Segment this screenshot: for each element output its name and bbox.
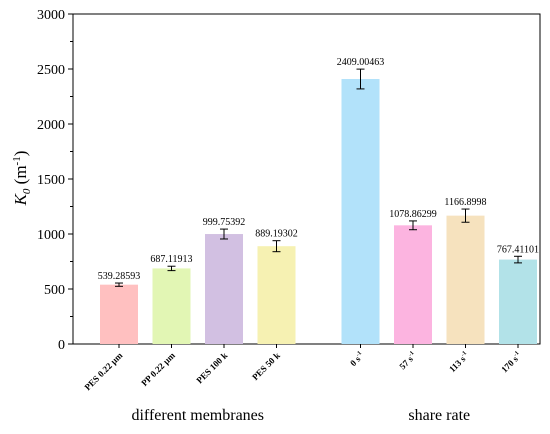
y-tick-label: 3000 [37, 8, 65, 23]
data-label: 1166.8998 [444, 197, 486, 208]
data-label: 539.28593 [98, 271, 141, 282]
data-label: 2409.00463 [337, 57, 385, 68]
bar [100, 284, 138, 344]
bar [499, 259, 537, 344]
data-label: 1078.86299 [389, 209, 437, 220]
bar [152, 268, 191, 344]
data-label: 687.11913 [150, 254, 192, 265]
x-tick-label: PES 100 k [194, 350, 229, 385]
y-tick-label: 2500 [37, 63, 65, 78]
y-tick-label: 0 [58, 338, 65, 353]
x-tick-label: 0 s-1 [348, 350, 366, 368]
x-tick-label: 170 s-1 [499, 350, 523, 374]
bar [257, 246, 296, 344]
bar [394, 225, 432, 344]
y-tick-label: 1500 [37, 173, 65, 188]
y-tick-label: 2000 [37, 118, 65, 133]
y-tick-label: 1000 [37, 228, 65, 243]
bar [205, 234, 243, 344]
data-label: 767.41101 [497, 244, 539, 255]
bar [341, 79, 380, 344]
y-tick-label: 500 [44, 283, 65, 298]
x-tick-label: PP 0.22 μm [139, 350, 177, 388]
x-tick-label: PES 50 k [250, 350, 282, 382]
group-label: different membranes [131, 407, 264, 424]
bar [446, 215, 485, 344]
y-axis-title: K0 (m-1) [11, 151, 33, 207]
x-tick-label: 113 s-1 [447, 350, 471, 374]
group-label: share rate [408, 407, 470, 424]
data-label: 889.19302 [255, 229, 298, 240]
x-tick-label: PES 0.22 μm [82, 350, 124, 392]
x-tick-label: 57 s-1 [397, 350, 418, 371]
data-label: 999.75392 [203, 217, 246, 228]
